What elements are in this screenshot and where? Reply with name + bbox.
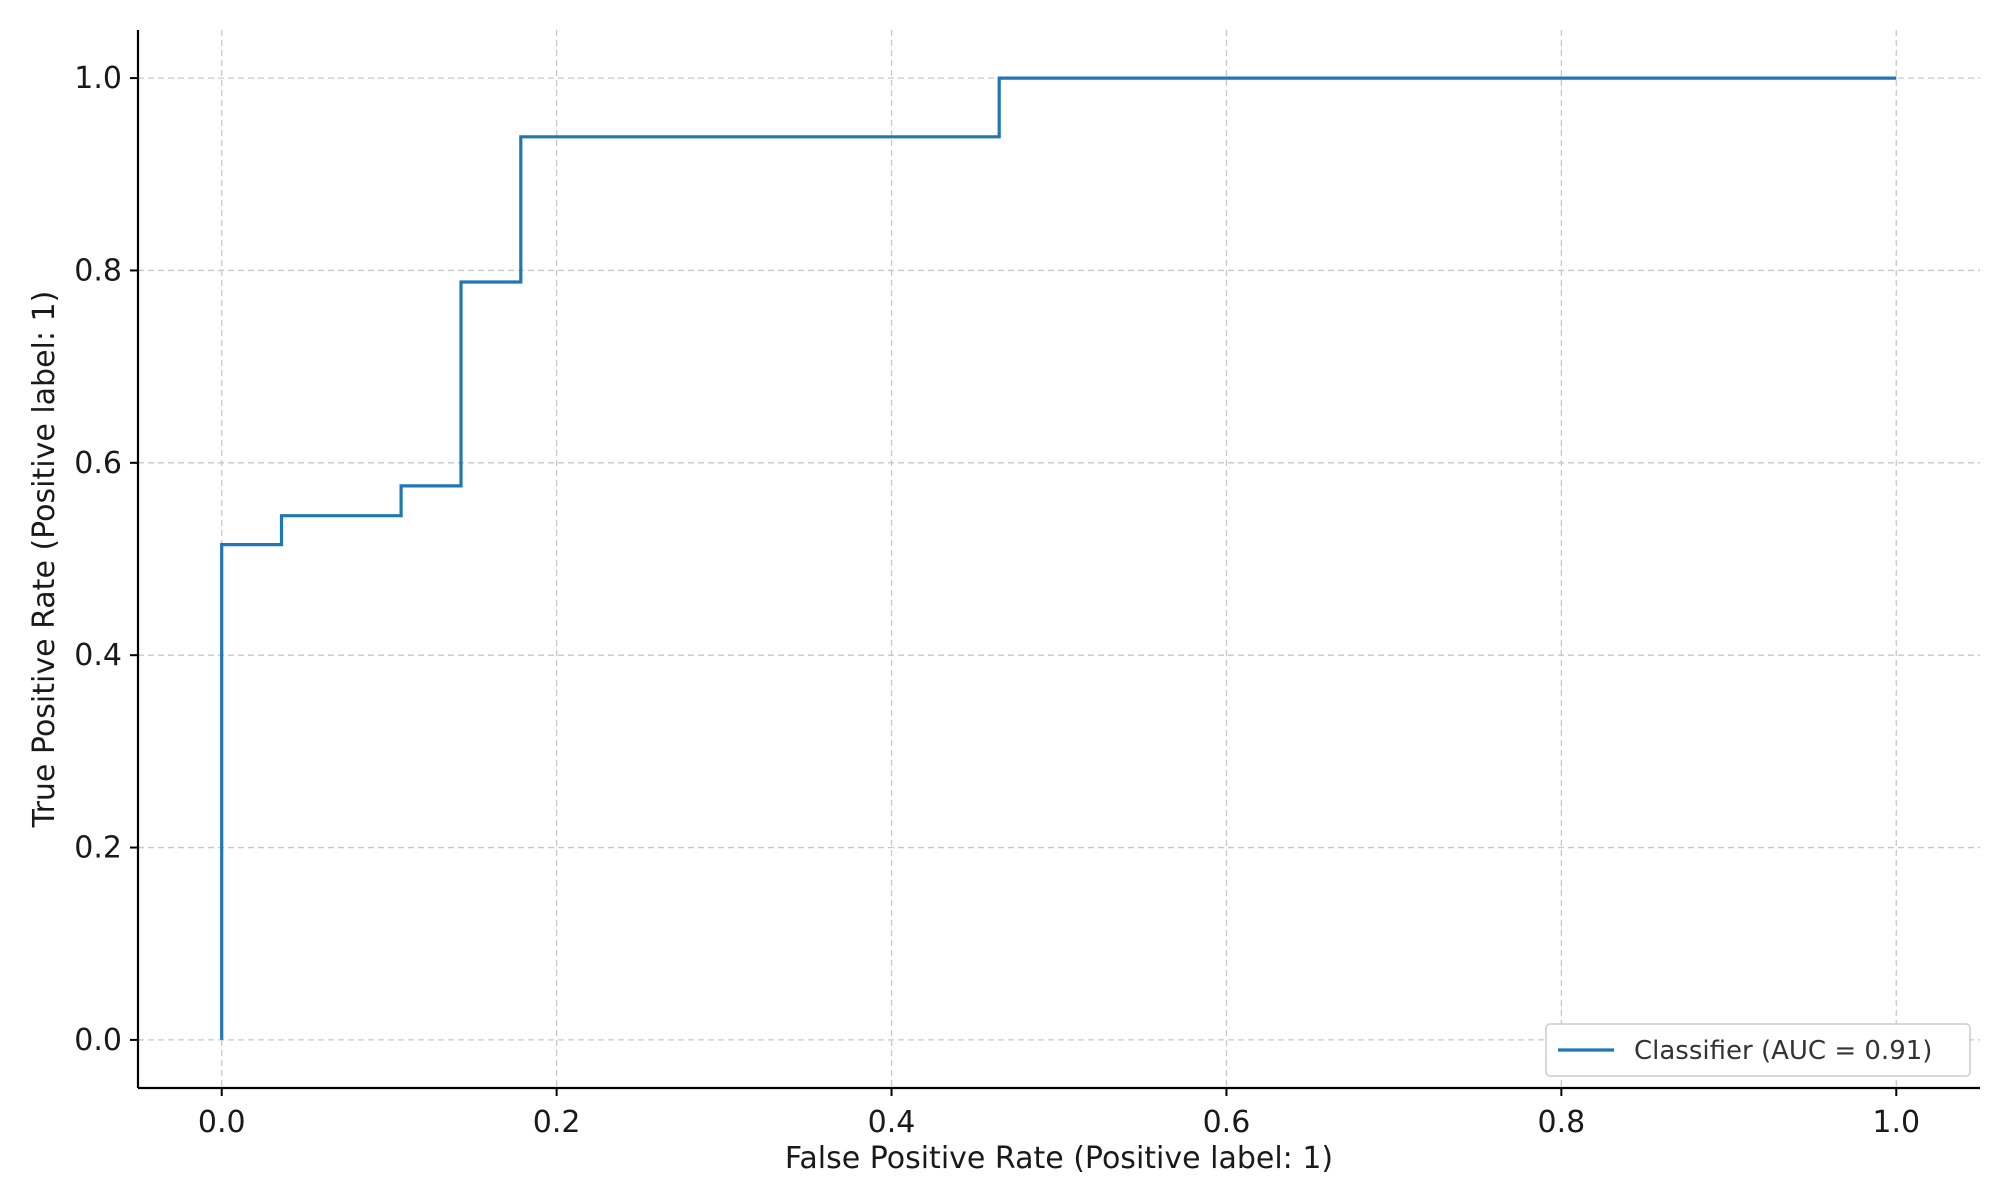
y-tick-label: 0.6 bbox=[74, 446, 122, 481]
legend-box bbox=[1545, 1023, 1971, 1077]
grid-layer bbox=[138, 30, 1980, 1088]
legend: Classifier (AUC = 0.91) bbox=[1545, 1023, 1971, 1077]
y-tick-label: 0.2 bbox=[74, 831, 122, 866]
x-tick-label: 0.8 bbox=[1538, 1105, 1586, 1140]
y-tick-label: 0.0 bbox=[74, 1023, 122, 1058]
x-tick-label: 0.2 bbox=[533, 1105, 581, 1140]
y-tick-label: 1.0 bbox=[74, 61, 122, 96]
series-layer bbox=[220, 76, 1897, 1040]
x-tick-label: 0.0 bbox=[198, 1105, 246, 1140]
x-tick-label: 1.0 bbox=[1872, 1105, 1920, 1140]
roc-curve-line bbox=[220, 76, 1897, 1040]
y-tick-label: 0.8 bbox=[74, 253, 122, 288]
legend-label: Classifier (AUC = 0.91) bbox=[1634, 1036, 1932, 1066]
y-axis-label: True Positive Rate (Positive label: 1) bbox=[27, 291, 62, 829]
x-tick-label: 0.6 bbox=[1203, 1105, 1251, 1140]
x-axis-label: False Positive Rate (Positive label: 1) bbox=[785, 1141, 1333, 1176]
ticks-layer: 0.0 0.2 0.4 0.6 0.8 1.0 0.0 0.2 0.4 0.6 0.8 1.0 bbox=[74, 61, 1920, 1140]
axes-layer bbox=[136, 30, 1980, 1090]
y-tick-label: 0.4 bbox=[74, 638, 122, 673]
x-tick-label: 0.4 bbox=[868, 1105, 916, 1140]
